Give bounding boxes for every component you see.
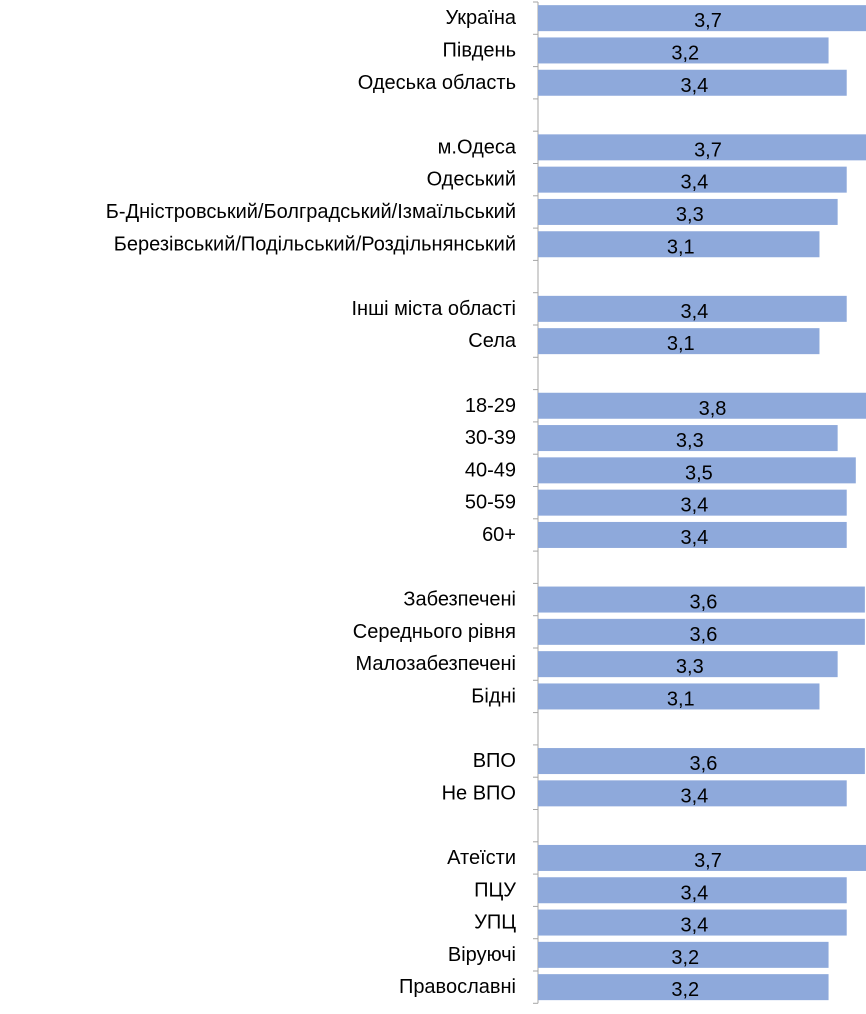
value-labels: 3,7 3,2 3,4 3,7 3,4 3,3 3,1 3,4 3,1 3,8 3,3 3,5 3,4 3…: [667, 10, 727, 1001]
bar: [538, 618, 865, 645]
category-label: Забезпечені: [403, 589, 516, 611]
bar: [538, 5, 866, 32]
bar: [538, 941, 829, 968]
bar: [538, 909, 847, 936]
category-label: Православні: [399, 976, 516, 998]
data-label: 3,3: [676, 656, 704, 678]
bar: [538, 166, 847, 193]
category-label: Південь: [443, 39, 516, 61]
data-label: 3,7: [694, 10, 722, 32]
bar: [538, 748, 865, 775]
category-label: Одеський: [427, 169, 516, 191]
category-label: Не ВПО: [442, 782, 516, 804]
category-label: Інші міста області: [351, 298, 516, 320]
category-label: Бідні: [471, 685, 516, 707]
category-label: 18-29: [465, 395, 516, 417]
data-label: 3,2: [671, 42, 699, 64]
bar: [538, 489, 847, 516]
category-label: Малозабезпечені: [356, 653, 517, 675]
data-label: 3,6: [690, 592, 718, 614]
bar: [538, 457, 856, 484]
bar: [538, 683, 820, 710]
data-label: 3,4: [680, 172, 708, 194]
category-label: Україна: [445, 7, 516, 29]
category-label: Одеська область: [358, 72, 516, 94]
category-label: ВПО: [473, 750, 516, 772]
bar: [538, 425, 838, 452]
category-label: м.Одеса: [438, 136, 517, 158]
data-label: 3,4: [680, 301, 708, 323]
bar: [538, 295, 847, 322]
data-label: 3,3: [676, 430, 704, 452]
data-label: 3,6: [690, 624, 718, 646]
data-label: 3,4: [680, 495, 708, 517]
bar: [538, 651, 838, 678]
data-label: 3,4: [680, 882, 708, 904]
category-label: Віруючі: [448, 944, 516, 966]
bar: [538, 877, 847, 904]
bar: [538, 974, 829, 1001]
data-label: 3,1: [667, 236, 695, 258]
data-label: 3,7: [694, 850, 722, 872]
category-label: 30-39: [465, 427, 516, 449]
bar: [538, 780, 847, 807]
data-label: 3,4: [680, 75, 708, 97]
data-label: 3,4: [680, 527, 708, 549]
data-label: 3,1: [667, 333, 695, 355]
category-label: УПЦ: [474, 912, 516, 934]
category-label: Березівський/Подільський/Роздільнянський: [114, 233, 516, 255]
data-label: 3,1: [667, 688, 695, 710]
data-label: 3,6: [690, 753, 718, 775]
bar: [538, 231, 820, 258]
category-labels: Україна Південь Одеська область м.Одеса Одес…: [106, 7, 517, 998]
bar: [538, 134, 866, 161]
category-label: Села: [468, 330, 517, 352]
category-label: 40-49: [465, 459, 516, 481]
data-label: 3,7: [694, 139, 722, 161]
bars: [538, 5, 866, 1001]
bar: [538, 586, 865, 613]
data-label: 3,2: [671, 979, 699, 1001]
data-label: 3,4: [680, 915, 708, 937]
bar: [538, 69, 847, 96]
category-label: 60+: [482, 524, 516, 546]
data-label: 3,2: [671, 947, 699, 969]
bar: [538, 37, 829, 64]
category-label: Середнього рівня: [353, 621, 516, 643]
bar: [538, 198, 838, 225]
bar: [538, 844, 866, 871]
bar: [538, 392, 866, 419]
category-label: Атеїсти: [447, 847, 516, 869]
category-label: 50-59: [465, 492, 516, 514]
category-label: ПЦУ: [474, 879, 516, 901]
axis-ticks: [533, 1, 538, 1004]
data-label: 3,5: [685, 462, 713, 484]
data-label: 3,4: [680, 785, 708, 807]
bar: [538, 521, 847, 548]
category-label: Б-Дністровський/Болградський/Ізмаїльськи…: [106, 201, 516, 223]
data-label: 3,8: [699, 398, 727, 420]
data-label: 3,3: [676, 204, 704, 226]
bar: [538, 328, 820, 355]
